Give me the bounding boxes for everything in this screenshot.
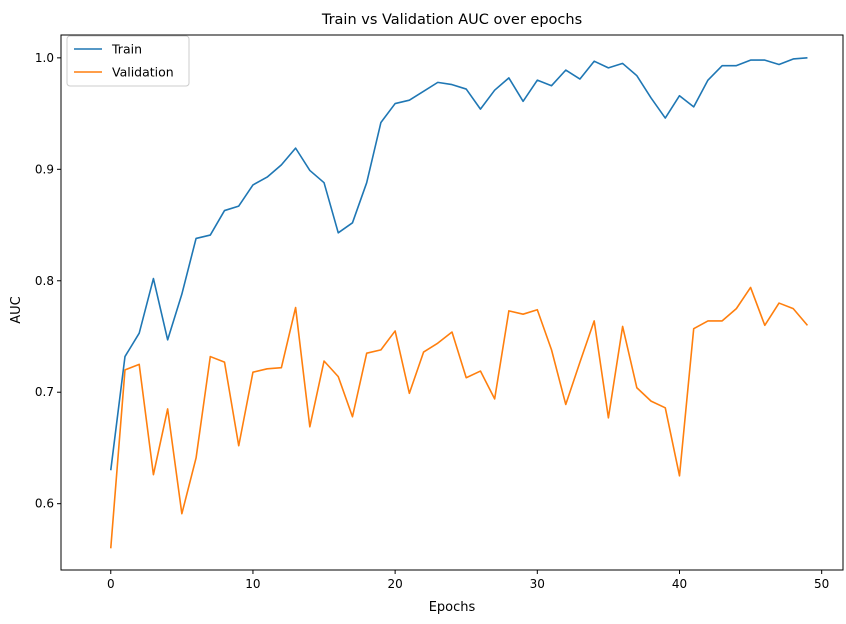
- x-tick-label: 40: [672, 577, 687, 591]
- x-tick-label: 20: [387, 577, 402, 591]
- x-axis: 0 10 20 30 40 50: [107, 570, 829, 591]
- x-tick-label: 10: [245, 577, 260, 591]
- y-tick-label: 0.9: [35, 162, 54, 176]
- y-tick-label: 0.7: [35, 385, 54, 399]
- y-tick-label: 1.0: [35, 51, 54, 65]
- legend-label-validation: Validation: [112, 65, 174, 80]
- x-tick-label: 0: [107, 577, 115, 591]
- legend-label-train: Train: [111, 42, 142, 57]
- y-tick-label: 0.6: [35, 497, 54, 511]
- y-tick-label: 0.8: [35, 274, 54, 288]
- y-axis: 0.6 0.7 0.8 0.9 1.0: [35, 51, 61, 511]
- series-layer: [109, 57, 809, 549]
- chart-title: Train vs Validation AUC over epochs: [321, 12, 582, 28]
- series-line-validation: [109, 286, 809, 549]
- series-validation: [109, 286, 809, 549]
- plot-area-frame: [60, 34, 844, 571]
- x-axis-label: Epochs: [429, 600, 476, 615]
- x-tick-label: 30: [530, 577, 545, 591]
- legend: Train Validation: [66, 35, 190, 87]
- y-axis-label: AUC: [9, 296, 24, 324]
- series-train: [109, 57, 808, 471]
- series-line-train: [109, 57, 808, 471]
- x-tick-label: 50: [814, 577, 829, 591]
